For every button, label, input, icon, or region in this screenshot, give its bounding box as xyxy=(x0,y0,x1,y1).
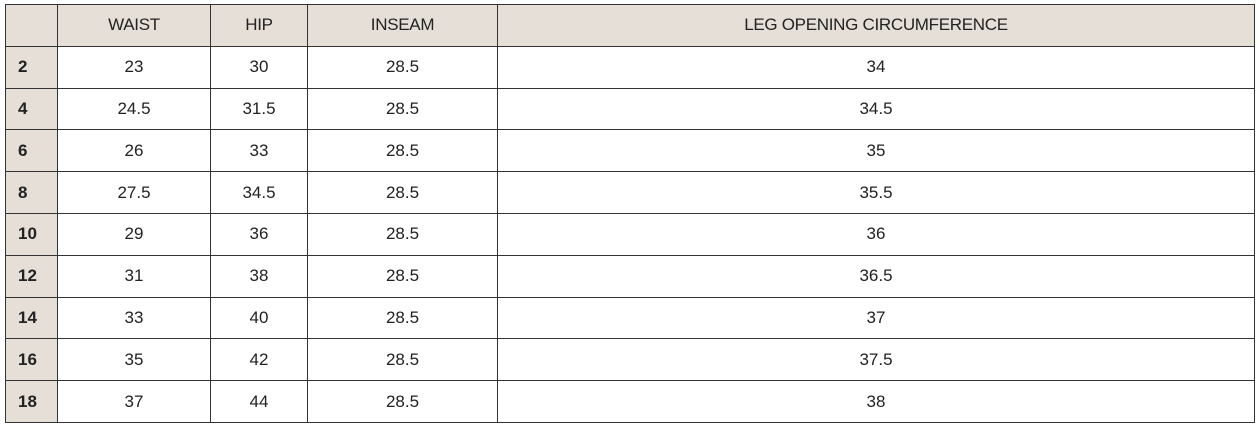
inseam-cell: 28.5 xyxy=(307,171,498,214)
hip-cell: 38 xyxy=(210,254,308,298)
table-row: 4 24.5 31.5 28.5 34.5 xyxy=(5,87,1255,131)
size-cell: 14 xyxy=(5,296,58,340)
size-cell: 6 xyxy=(5,129,58,173)
header-inseam: INSEAM xyxy=(307,4,498,47)
leg-opening-cell: 34.5 xyxy=(497,87,1255,131)
hip-cell: 44 xyxy=(210,380,308,423)
waist-cell: 37 xyxy=(57,380,211,423)
size-cell: 10 xyxy=(5,212,58,256)
leg-opening-cell: 36.5 xyxy=(497,254,1255,298)
header-waist: WAIST xyxy=(57,4,211,47)
inseam-cell: 28.5 xyxy=(307,129,498,173)
inseam-cell: 28.5 xyxy=(307,87,498,131)
size-cell: 4 xyxy=(5,87,58,131)
hip-cell: 36 xyxy=(210,212,308,256)
size-cell: 2 xyxy=(5,45,58,89)
waist-cell: 29 xyxy=(57,212,211,256)
inseam-cell: 28.5 xyxy=(307,338,498,382)
waist-cell: 26 xyxy=(57,129,211,173)
table-row: 6 26 33 28.5 35 xyxy=(5,129,1255,173)
inseam-cell: 28.5 xyxy=(307,380,498,423)
size-cell: 18 xyxy=(5,380,58,423)
header-hip: HIP xyxy=(210,4,308,47)
leg-opening-cell: 35 xyxy=(497,129,1255,173)
inseam-cell: 28.5 xyxy=(307,45,498,89)
waist-cell: 35 xyxy=(57,338,211,382)
hip-cell: 34.5 xyxy=(210,171,308,214)
waist-cell: 33 xyxy=(57,296,211,340)
leg-opening-cell: 37 xyxy=(497,296,1255,340)
header-leg-opening: LEG OPENING CIRCUMFERENCE xyxy=(497,4,1255,47)
size-cell: 8 xyxy=(5,171,58,214)
table-row: 14 33 40 28.5 37 xyxy=(5,296,1255,340)
waist-cell: 31 xyxy=(57,254,211,298)
table-row: 16 35 42 28.5 37.5 xyxy=(5,338,1255,382)
waist-cell: 27.5 xyxy=(57,171,211,214)
inseam-cell: 28.5 xyxy=(307,254,498,298)
table-row: 18 37 44 28.5 38 xyxy=(5,380,1255,423)
inseam-cell: 28.5 xyxy=(307,212,498,256)
leg-opening-cell: 37.5 xyxy=(497,338,1255,382)
table-row: 8 27.5 34.5 28.5 35.5 xyxy=(5,171,1255,214)
size-chart-table: WAIST HIP INSEAM LEG OPENING CIRCUMFEREN… xyxy=(5,4,1255,423)
hip-cell: 30 xyxy=(210,45,308,89)
table-row: 12 31 38 28.5 36.5 xyxy=(5,254,1255,298)
leg-opening-cell: 38 xyxy=(497,380,1255,423)
header-corner xyxy=(5,4,58,47)
size-cell: 12 xyxy=(5,254,58,298)
waist-cell: 24.5 xyxy=(57,87,211,131)
hip-cell: 40 xyxy=(210,296,308,340)
waist-cell: 23 xyxy=(57,45,211,89)
hip-cell: 33 xyxy=(210,129,308,173)
table-row: 10 29 36 28.5 36 xyxy=(5,212,1255,256)
size-cell: 16 xyxy=(5,338,58,382)
leg-opening-cell: 34 xyxy=(497,45,1255,89)
inseam-cell: 28.5 xyxy=(307,296,498,340)
table-row: 2 23 30 28.5 34 xyxy=(5,45,1255,89)
hip-cell: 31.5 xyxy=(210,87,308,131)
hip-cell: 42 xyxy=(210,338,308,382)
header-row: WAIST HIP INSEAM LEG OPENING CIRCUMFEREN… xyxy=(5,4,1255,47)
leg-opening-cell: 35.5 xyxy=(497,171,1255,214)
leg-opening-cell: 36 xyxy=(497,212,1255,256)
